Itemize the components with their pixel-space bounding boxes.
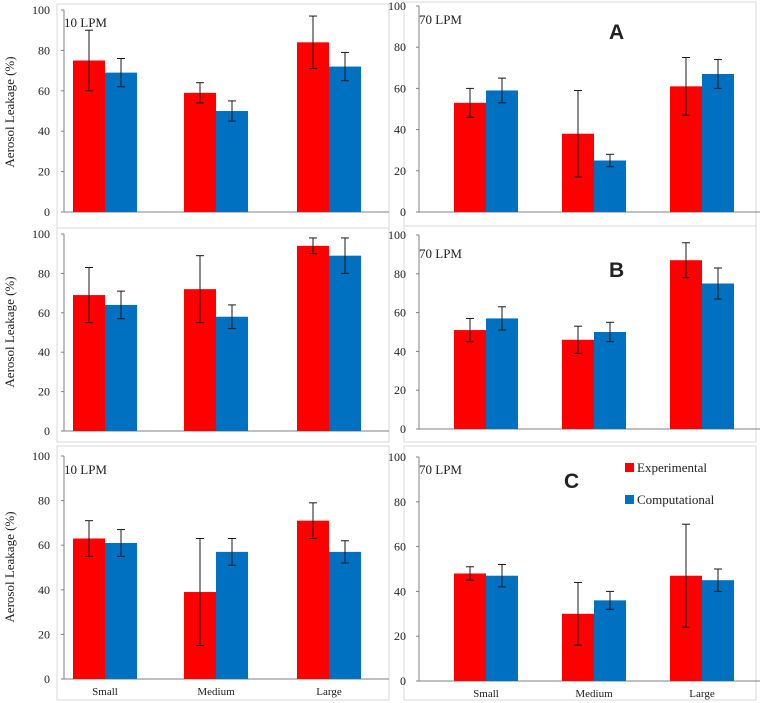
y-tick-label: 80	[38, 43, 50, 57]
bar-computational	[486, 318, 518, 429]
y-tick-label: 80	[38, 494, 50, 508]
panel-letter-b: B	[609, 259, 624, 282]
bar-computational	[702, 73, 734, 212]
y-tick-label: 20	[38, 165, 50, 179]
y-tick-label: 100	[388, 0, 406, 13]
annotation-a-right: 70 LPM	[419, 12, 462, 27]
bar-experimental	[73, 538, 105, 679]
annotation-a-left: 10 LPM	[64, 15, 107, 30]
x-category-label: Small	[92, 686, 118, 698]
y-tick-label: 100	[32, 3, 50, 17]
bar-experimental	[670, 260, 702, 429]
y-tick-label: 60	[394, 306, 406, 320]
y-tick-label: 0	[400, 674, 406, 688]
y-tick-label: 80	[394, 495, 406, 509]
bar-experimental	[454, 330, 486, 429]
x-category-label: Medium	[197, 686, 235, 698]
bar-computational	[594, 160, 626, 212]
bar-experimental	[454, 573, 486, 681]
bar-computational	[105, 542, 137, 679]
y-tick-label: 100	[388, 228, 406, 242]
bar-computational	[105, 72, 137, 213]
y-tick-label: 40	[394, 123, 406, 137]
y-tick-label: 0	[400, 205, 406, 219]
y-axis-title-b: Aerosol Leakage (%)	[2, 276, 17, 387]
bar-computational	[486, 90, 518, 212]
y-tick-label: 0	[44, 424, 50, 438]
y-tick-label: 60	[38, 84, 50, 98]
legend: Experimental Computational	[625, 460, 715, 507]
panel-letter-a: A	[609, 21, 624, 44]
y-tick-label: 0	[44, 205, 50, 219]
legend-swatch-computational	[625, 495, 634, 504]
bar-experimental	[562, 339, 594, 429]
bar-computational	[594, 600, 626, 681]
y-tick-label: 100	[388, 450, 406, 464]
y-tick-label: 60	[394, 81, 406, 95]
bar-computational	[216, 551, 248, 679]
bar-computational	[216, 111, 248, 212]
bar-computational	[702, 283, 734, 429]
y-tick-label: 60	[38, 306, 50, 320]
bar-experimental	[297, 520, 329, 679]
y-tick-label: 40	[394, 584, 406, 598]
y-tick-label: 40	[394, 344, 406, 358]
annotation-b-right: 70 LPM	[419, 246, 462, 261]
y-axis-title-a: Aerosol Leakage (%)	[2, 56, 17, 167]
y-axis-title-c: Aerosol Leakage (%)	[2, 511, 17, 622]
annotation-c-left: 10 LPM	[64, 462, 107, 477]
y-tick-label: 80	[394, 267, 406, 281]
bar-computational	[329, 66, 361, 212]
x-category-label: Small	[473, 688, 499, 700]
bar-experimental	[297, 42, 329, 212]
y-tick-label: 60	[38, 538, 50, 552]
bar-computational	[702, 580, 734, 681]
annotation-c-right: 70 LPM	[419, 462, 462, 477]
bar-computational	[594, 332, 626, 429]
y-tick-label: 20	[38, 627, 50, 641]
legend-swatch-experimental	[625, 463, 634, 472]
y-tick-label: 0	[44, 672, 50, 686]
bar-experimental	[454, 102, 486, 212]
y-tick-label: 20	[394, 164, 406, 178]
y-tick-label: 20	[38, 385, 50, 399]
y-tick-label: 100	[32, 449, 50, 463]
y-tick-label: 100	[32, 227, 50, 241]
bar-experimental	[184, 92, 216, 212]
bar-computational	[105, 304, 137, 431]
y-tick-label: 40	[38, 583, 50, 597]
y-tick-label: 40	[38, 345, 50, 359]
legend-label-computational: Computational	[637, 492, 715, 507]
y-tick-label: 80	[394, 40, 406, 54]
x-category-label: Medium	[575, 688, 613, 700]
bar-experimental	[297, 245, 329, 431]
y-tick-label: 80	[38, 266, 50, 280]
y-tick-label: 40	[38, 124, 50, 138]
bar-computational	[329, 551, 361, 679]
x-category-label: Large	[316, 686, 342, 698]
bar-computational	[486, 575, 518, 681]
y-tick-label: 0	[400, 422, 406, 436]
y-tick-label: 20	[394, 383, 406, 397]
y-tick-label: 60	[394, 540, 406, 554]
y-tick-label: 20	[394, 629, 406, 643]
bar-computational	[329, 255, 361, 431]
x-category-label: Large	[689, 688, 715, 700]
legend-label-experimental: Experimental	[637, 460, 707, 475]
panel-letter-c: C	[564, 470, 579, 493]
charts: 0 20 40 60 80 100 0 20 40 60 80 100 0 20 40 60 80 100 0 20 4…	[32, 0, 760, 700]
bar-computational	[216, 316, 248, 431]
